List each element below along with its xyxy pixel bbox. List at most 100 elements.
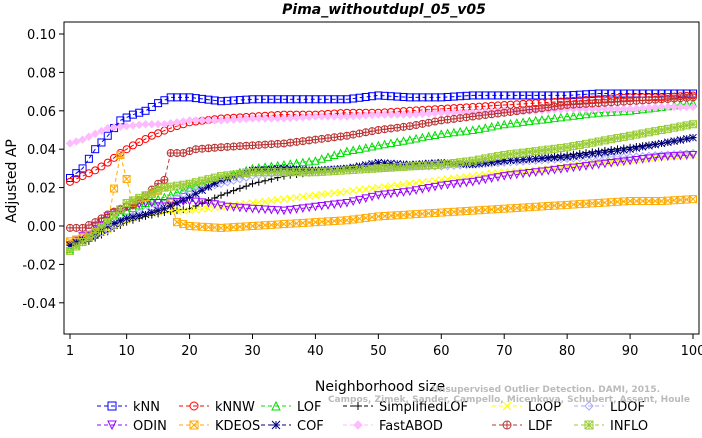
data-point-fastabod xyxy=(606,104,616,114)
data-point-odin xyxy=(588,161,597,170)
data-point-cof xyxy=(380,159,389,167)
data-point-fastabod xyxy=(317,112,326,121)
data-point-ldof xyxy=(518,157,528,166)
data-point-ldf xyxy=(462,113,471,122)
data-point-inflo xyxy=(462,157,471,166)
legend-item-lof: LOF xyxy=(261,400,322,415)
data-point-ldf xyxy=(336,132,345,141)
data-point-odin xyxy=(392,188,402,198)
data-point-fastabod xyxy=(128,121,138,130)
data-point-knn xyxy=(122,113,131,122)
data-point-cof xyxy=(556,153,565,162)
data-point-inflo xyxy=(449,159,458,168)
data-point-knn xyxy=(386,92,395,101)
data-point-fastabod xyxy=(241,114,251,124)
data-point-knn xyxy=(613,89,622,98)
data-point-knn xyxy=(368,92,377,101)
data-point-fastabod xyxy=(430,108,440,118)
data-point-knn xyxy=(531,91,540,100)
series-odin xyxy=(65,150,698,250)
data-point-odin xyxy=(531,168,540,177)
data-point-knn xyxy=(210,96,219,105)
legend-marker-inflo xyxy=(584,420,594,430)
legend-marker-cof xyxy=(271,420,281,430)
data-point-knnw xyxy=(103,158,112,167)
legend-label-inflo: INFLO xyxy=(610,419,648,434)
data-point-lof xyxy=(487,121,496,131)
y-tick-label: 0.00 xyxy=(27,220,56,235)
data-point-inflo xyxy=(644,128,653,137)
data-point-cof xyxy=(538,154,546,163)
data-point-cof xyxy=(160,204,169,213)
data-point-lof xyxy=(481,123,490,132)
legend-marker-fastabod xyxy=(353,420,363,430)
data-point-fastabod xyxy=(248,114,257,123)
data-point-odin xyxy=(449,180,459,189)
data-point-odin xyxy=(512,170,522,180)
data-point-lof xyxy=(436,129,446,138)
data-point-ldof xyxy=(229,176,238,185)
data-point-knn xyxy=(399,92,408,101)
data-point-inflo xyxy=(437,160,446,169)
data-point-fastabod xyxy=(588,104,597,114)
data-point-odin xyxy=(481,175,490,185)
data-point-loop xyxy=(405,179,414,188)
data-point-inflo xyxy=(531,147,540,156)
data-point-ldf xyxy=(500,108,509,117)
legend-label-cof: COF xyxy=(297,419,324,434)
data-point-inflo xyxy=(676,122,685,131)
data-point-loop xyxy=(261,197,269,206)
data-point-loop xyxy=(254,198,263,207)
data-point-fastabod xyxy=(399,110,408,119)
data-point-ldf xyxy=(449,114,458,123)
data-point-cof xyxy=(689,133,697,142)
data-point-knn xyxy=(273,95,282,104)
data-point-loop xyxy=(399,180,408,189)
data-point-inflo xyxy=(235,169,244,178)
data-point-odin xyxy=(172,198,182,207)
data-point-knn xyxy=(305,95,314,104)
data-point-knn xyxy=(588,89,597,98)
data-point-odin xyxy=(600,159,610,169)
data-point-ldf xyxy=(412,121,421,130)
data-point-odin xyxy=(311,202,320,212)
data-point-knn xyxy=(254,95,263,104)
data-point-ldf xyxy=(330,133,339,142)
data-point-fastabod xyxy=(393,110,402,119)
data-point-ldf xyxy=(537,104,546,113)
data-point-ldf xyxy=(399,122,408,131)
data-point-cof xyxy=(563,153,571,161)
data-point-ldf xyxy=(443,115,452,124)
data-point-fastabod xyxy=(669,102,679,112)
data-point-inflo xyxy=(544,145,553,154)
data-point-inflo xyxy=(569,142,578,151)
data-point-knnw xyxy=(66,177,74,186)
data-point-inflo xyxy=(210,173,219,182)
data-point-cof xyxy=(645,141,653,150)
data-point-fastabod xyxy=(323,112,333,121)
data-point-loop xyxy=(361,185,370,193)
data-point-ldf xyxy=(361,128,370,137)
legend: kNN kNNW LOF SimplifiedLOF LoOP LDOF ODIN KDEOS… xyxy=(97,400,648,434)
data-point-fastabod xyxy=(135,120,144,130)
legend-label-knn: kNN xyxy=(133,400,160,415)
data-point-cof xyxy=(192,189,200,198)
data-point-fastabod xyxy=(273,114,282,123)
data-point-ldf xyxy=(512,107,521,116)
data-point-knn xyxy=(78,164,87,173)
data-point-ldof xyxy=(525,156,534,166)
data-point-ldf xyxy=(475,111,484,120)
data-point-odin xyxy=(676,151,685,161)
data-point-lof xyxy=(474,124,484,133)
data-point-odin xyxy=(367,192,377,202)
data-point-knn xyxy=(418,93,427,102)
data-point-inflo xyxy=(537,146,546,155)
data-point-cof xyxy=(368,159,376,168)
data-point-knn xyxy=(443,92,452,101)
data-point-knnw xyxy=(128,141,137,150)
series-line-cof xyxy=(69,137,694,246)
data-point-ldf xyxy=(519,106,528,115)
data-point-odin xyxy=(556,165,566,174)
legend-item-inflo: INFLO xyxy=(574,419,648,434)
data-point-odin xyxy=(292,205,301,214)
